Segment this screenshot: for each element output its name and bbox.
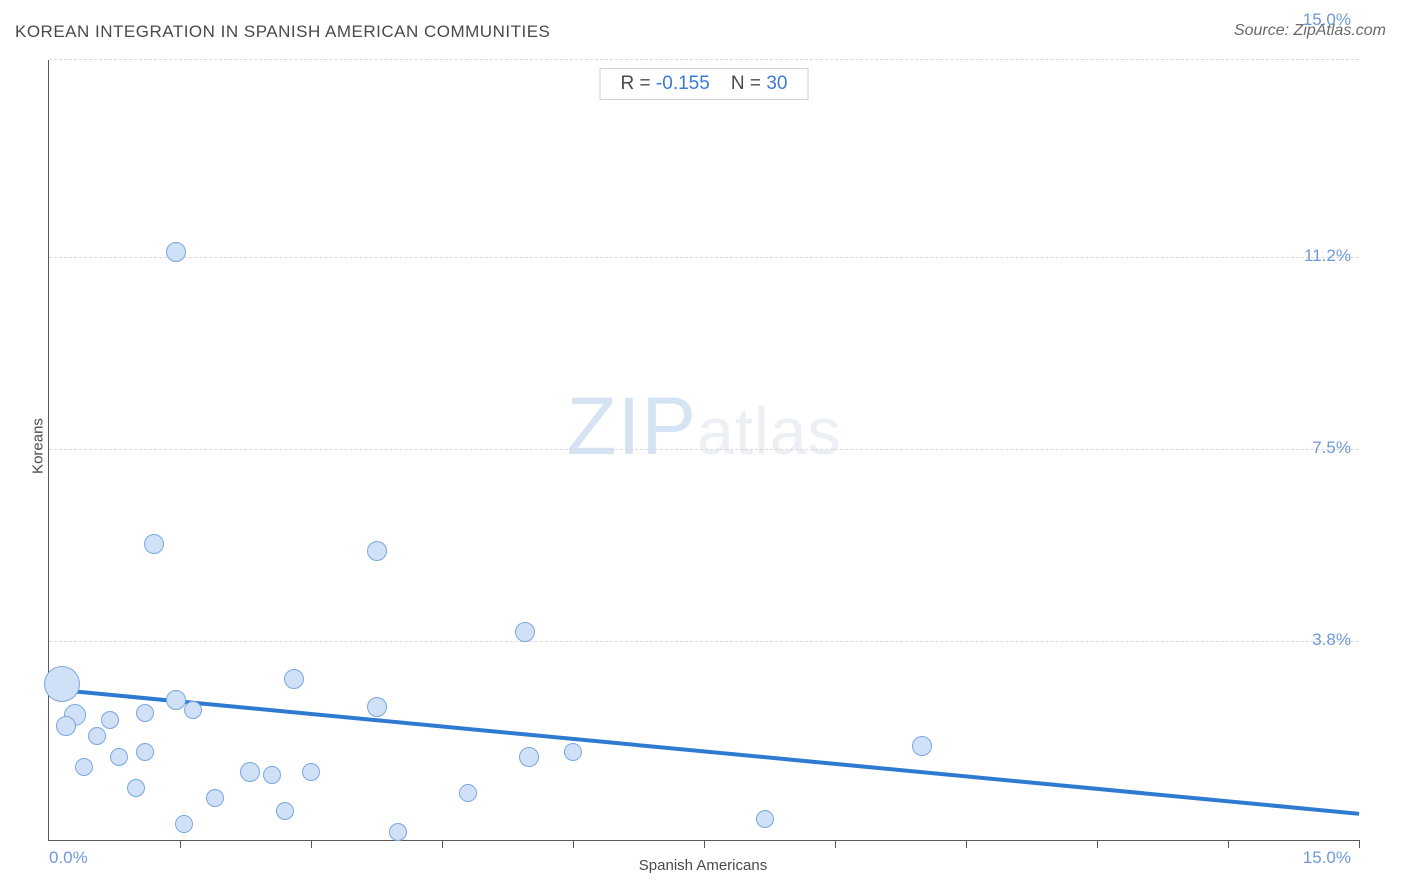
scatter-point xyxy=(175,815,193,833)
x-axis-label: Spanish Americans xyxy=(639,857,767,874)
x-tick xyxy=(1228,840,1229,848)
scatter-point xyxy=(515,622,535,642)
x-tick xyxy=(573,840,574,848)
scatter-point xyxy=(389,823,407,841)
trendline xyxy=(49,687,1359,816)
scatter-point xyxy=(44,666,80,702)
scatter-point xyxy=(519,747,539,767)
y-tick-label: 15.0% xyxy=(1303,10,1351,30)
watermark-part1: ZIP xyxy=(567,381,698,472)
scatter-point xyxy=(240,762,260,782)
scatter-point xyxy=(166,690,186,710)
scatter-point xyxy=(276,802,294,820)
y-axis-label: Koreans xyxy=(29,418,46,474)
x-tick xyxy=(835,840,836,848)
scatter-point xyxy=(127,779,145,797)
r-value: -0.155 xyxy=(656,73,710,94)
x-tick xyxy=(442,840,443,848)
gridline xyxy=(49,59,1359,60)
x-tick xyxy=(966,840,967,848)
scatter-point xyxy=(110,748,128,766)
scatter-point xyxy=(136,743,154,761)
axis-origin-label: 0.0% xyxy=(49,848,88,868)
gridline xyxy=(49,257,1359,258)
scatter-point xyxy=(367,541,387,561)
scatter-point xyxy=(56,716,76,736)
chart-title: KOREAN INTEGRATION IN SPANISH AMERICAN C… xyxy=(15,22,550,42)
scatter-point xyxy=(206,789,224,807)
scatter-point xyxy=(284,669,304,689)
scatter-plot-area: ZIPatlas R = -0.155 N = 30 0.0% 15.0% 3.… xyxy=(48,60,1359,841)
gridline xyxy=(49,641,1359,642)
scatter-point xyxy=(184,701,202,719)
scatter-point xyxy=(75,758,93,776)
stats-box: R = -0.155 N = 30 xyxy=(600,68,809,100)
x-tick xyxy=(311,840,312,848)
watermark: ZIPatlas xyxy=(567,380,842,474)
scatter-point xyxy=(302,763,320,781)
scatter-point xyxy=(263,766,281,784)
scatter-point xyxy=(756,810,774,828)
x-tick xyxy=(1359,840,1360,848)
y-tick-label: 11.2% xyxy=(1304,246,1351,266)
scatter-point xyxy=(88,727,106,745)
gridline xyxy=(49,449,1359,450)
scatter-point xyxy=(459,784,477,802)
watermark-part2: atlas xyxy=(697,394,841,468)
y-tick-label: 3.8% xyxy=(1312,630,1351,650)
scatter-point xyxy=(101,711,119,729)
scatter-point xyxy=(144,534,164,554)
scatter-point xyxy=(367,697,387,717)
y-tick-label: 7.5% xyxy=(1312,438,1351,458)
r-label: R = xyxy=(621,73,651,94)
scatter-point xyxy=(136,704,154,722)
x-tick xyxy=(180,840,181,848)
scatter-point xyxy=(166,242,186,262)
x-tick xyxy=(704,840,705,848)
scatter-point xyxy=(564,743,582,761)
n-value: 30 xyxy=(766,73,787,94)
n-label: N = xyxy=(731,73,761,94)
x-axis-max-label: 15.0% xyxy=(1303,848,1351,868)
x-tick xyxy=(1097,840,1098,848)
scatter-point xyxy=(912,736,932,756)
